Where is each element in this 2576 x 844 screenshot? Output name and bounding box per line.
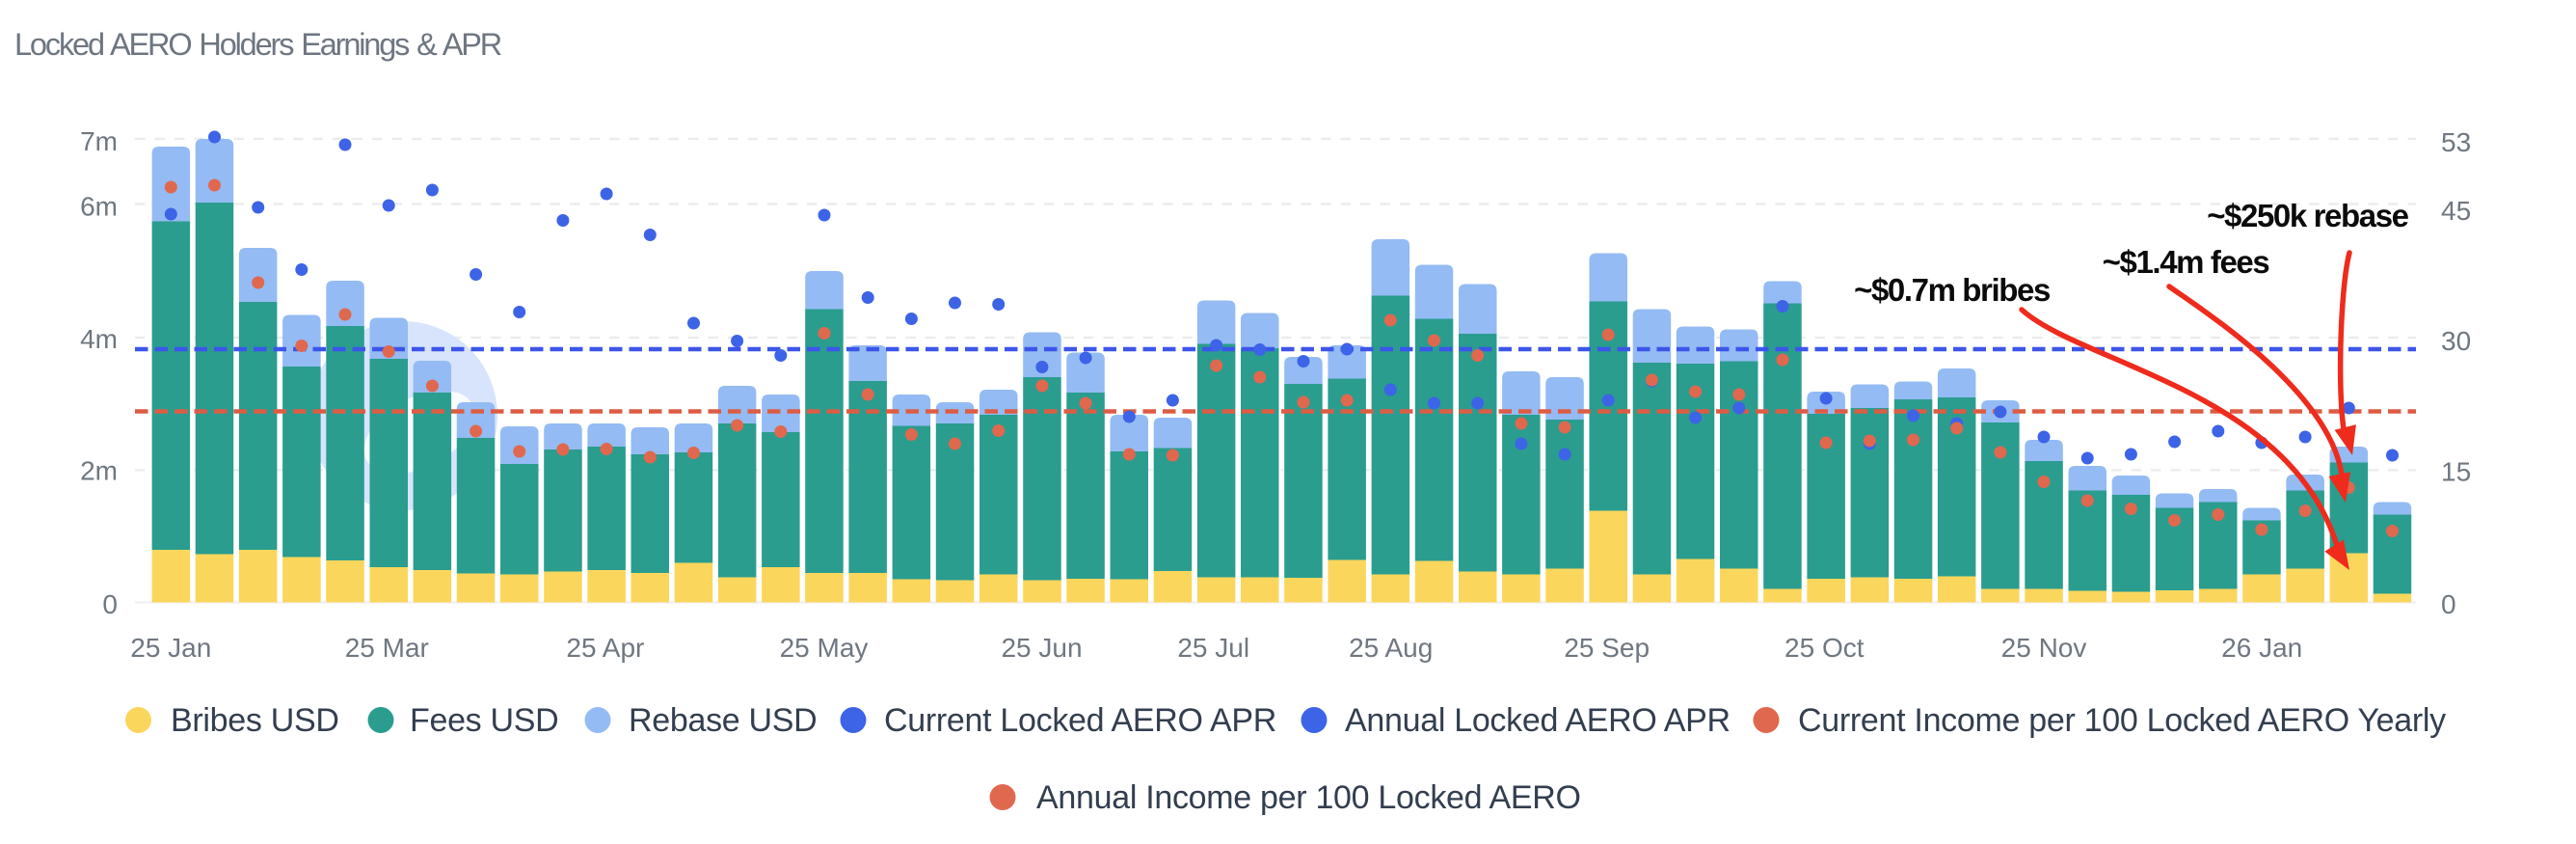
svg-text:6m: 6m xyxy=(80,192,118,222)
svg-text:2m: 2m xyxy=(80,455,118,485)
svg-text:Rebase USD: Rebase USD xyxy=(629,702,817,739)
svg-text:Annual Income per 100 Locked A: Annual Income per 100 Locked AERO xyxy=(1036,779,1581,816)
svg-text:Annual Locked AERO APR: Annual Locked AERO APR xyxy=(1345,702,1731,739)
svg-text:45: 45 xyxy=(2441,196,2471,226)
svg-text:25 Apr: 25 Apr xyxy=(566,633,644,663)
svg-text:25 Aug: 25 Aug xyxy=(1349,633,1433,663)
svg-text:25 Jul: 25 Jul xyxy=(1177,633,1249,663)
svg-text:15: 15 xyxy=(2441,457,2471,487)
svg-text:25 Nov: 25 Nov xyxy=(2001,633,2087,663)
svg-text:0: 0 xyxy=(102,589,118,619)
svg-text:Current Locked AERO APR: Current Locked AERO APR xyxy=(884,702,1276,739)
svg-text:25 Mar: 25 Mar xyxy=(345,633,429,663)
svg-text:25 Sep: 25 Sep xyxy=(1564,633,1650,663)
svg-text:25 Jan: 25 Jan xyxy=(130,633,211,663)
svg-text:30: 30 xyxy=(2441,326,2471,356)
svg-text:26 Jan: 26 Jan xyxy=(2221,633,2302,663)
svg-text:~$250k rebase: ~$250k rebase xyxy=(2207,198,2408,233)
svg-text:25 May: 25 May xyxy=(780,633,869,663)
svg-text:~$0.7m bribes: ~$0.7m bribes xyxy=(1854,272,2050,308)
svg-text:0: 0 xyxy=(2441,589,2456,619)
svg-text:Bribes USD: Bribes USD xyxy=(171,702,339,739)
svg-text:Current Income per 100 Locked: Current Income per 100 Locked AERO Yearl… xyxy=(1798,702,2446,739)
svg-text:4m: 4m xyxy=(80,324,118,354)
svg-text:Locked AERO Holders Earnings &: Locked AERO Holders Earnings & APR xyxy=(14,27,501,62)
svg-text:Fees USD: Fees USD xyxy=(410,702,558,739)
svg-text:53: 53 xyxy=(2441,127,2471,157)
svg-text:~$1.4m fees: ~$1.4m fees xyxy=(2103,244,2269,280)
svg-text:25 Oct: 25 Oct xyxy=(1784,633,1865,663)
svg-text:25 Jun: 25 Jun xyxy=(1001,633,1082,663)
svg-text:7m: 7m xyxy=(80,126,118,156)
